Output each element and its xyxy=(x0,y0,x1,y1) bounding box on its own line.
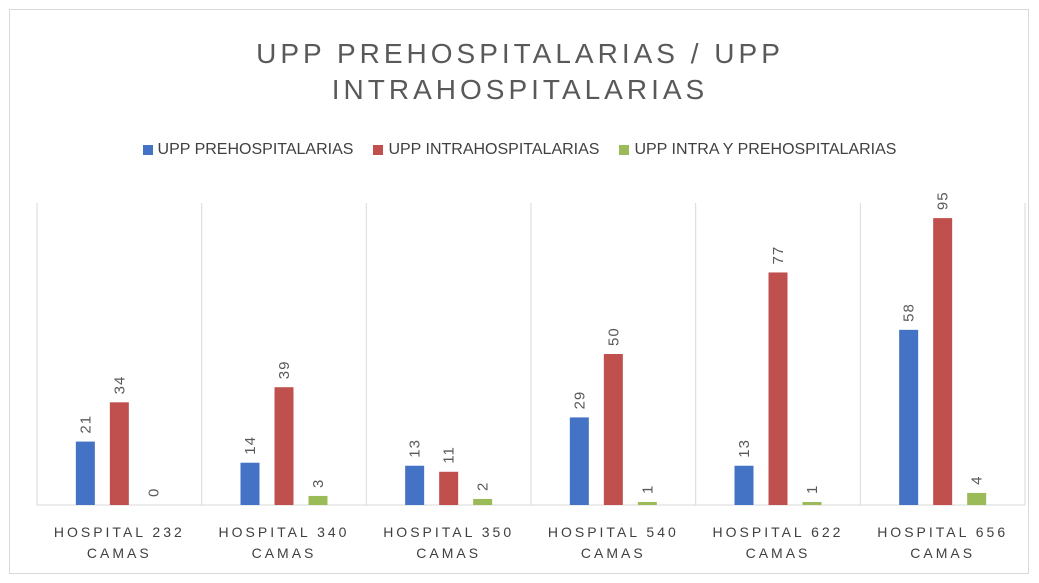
data-label: 50 xyxy=(605,327,622,346)
bar xyxy=(637,501,657,505)
legend-item: UPP PREHOSPITALARIAS xyxy=(142,141,354,159)
x-tick-label: HOSPITAL 656 CAMAS xyxy=(877,524,1009,561)
x-tick-label: HOSPITAL 622 CAMAS xyxy=(712,524,844,561)
chart-frame xyxy=(9,9,1029,574)
data-label: 14 xyxy=(242,436,259,455)
data-label: 1 xyxy=(639,485,656,494)
data-label: 3 xyxy=(310,479,327,488)
legend-label: UPP INTRA Y PREHOSPITALARIAS xyxy=(634,141,897,158)
legend-swatch xyxy=(619,145,630,155)
x-tick-label: HOSPITAL 232 CAMAS xyxy=(53,524,185,561)
legend-swatch xyxy=(373,145,384,155)
bar xyxy=(802,501,822,505)
bar xyxy=(899,329,919,505)
bar xyxy=(768,272,788,505)
legend-label: UPP INTRAHOSPITALARIAS xyxy=(388,141,600,158)
bar xyxy=(569,417,589,505)
bar xyxy=(439,471,459,505)
bar xyxy=(240,462,260,505)
data-label: 2 xyxy=(475,482,492,491)
data-label: 34 xyxy=(111,376,128,395)
data-label: 4 xyxy=(969,476,986,485)
data-label: 13 xyxy=(736,439,753,458)
data-label: 58 xyxy=(901,303,918,322)
x-tick-label: HOSPITAL 540 CAMAS xyxy=(547,524,679,561)
bar xyxy=(967,492,987,505)
bar xyxy=(109,402,129,505)
legend-swatch xyxy=(142,145,153,155)
data-label: 21 xyxy=(77,415,94,434)
x-tick-label: HOSPITAL 350 CAMAS xyxy=(383,524,515,561)
legend: UPP PREHOSPITALARIAS UPP INTRAHOSPITALARI… xyxy=(0,141,1039,159)
data-label: 29 xyxy=(571,391,588,410)
bar xyxy=(308,495,328,505)
data-label: 95 xyxy=(935,191,952,210)
bar xyxy=(734,465,754,505)
bar xyxy=(933,218,953,505)
legend-item: UPP INTRA Y PREHOSPITALARIAS xyxy=(619,141,896,159)
data-label: 13 xyxy=(407,439,424,458)
chart-title: UPP PREHOSPITALARIAS / UPP INTRAHOSPITAL… xyxy=(256,38,784,105)
x-tick-label: HOSPITAL 340 CAMAS xyxy=(218,524,350,561)
bar xyxy=(75,441,95,505)
data-label: 11 xyxy=(441,446,458,464)
bar xyxy=(473,498,493,505)
data-label: 0 xyxy=(145,488,162,497)
legend-label: UPP PREHOSPITALARIAS xyxy=(157,141,354,158)
data-label: 1 xyxy=(804,485,821,494)
data-label: 39 xyxy=(276,361,293,380)
bar xyxy=(274,387,294,505)
bar xyxy=(603,354,623,505)
legend-item: UPP INTRAHOSPITALARIAS xyxy=(373,141,599,159)
bar xyxy=(405,465,425,505)
data-label: 77 xyxy=(770,246,787,265)
